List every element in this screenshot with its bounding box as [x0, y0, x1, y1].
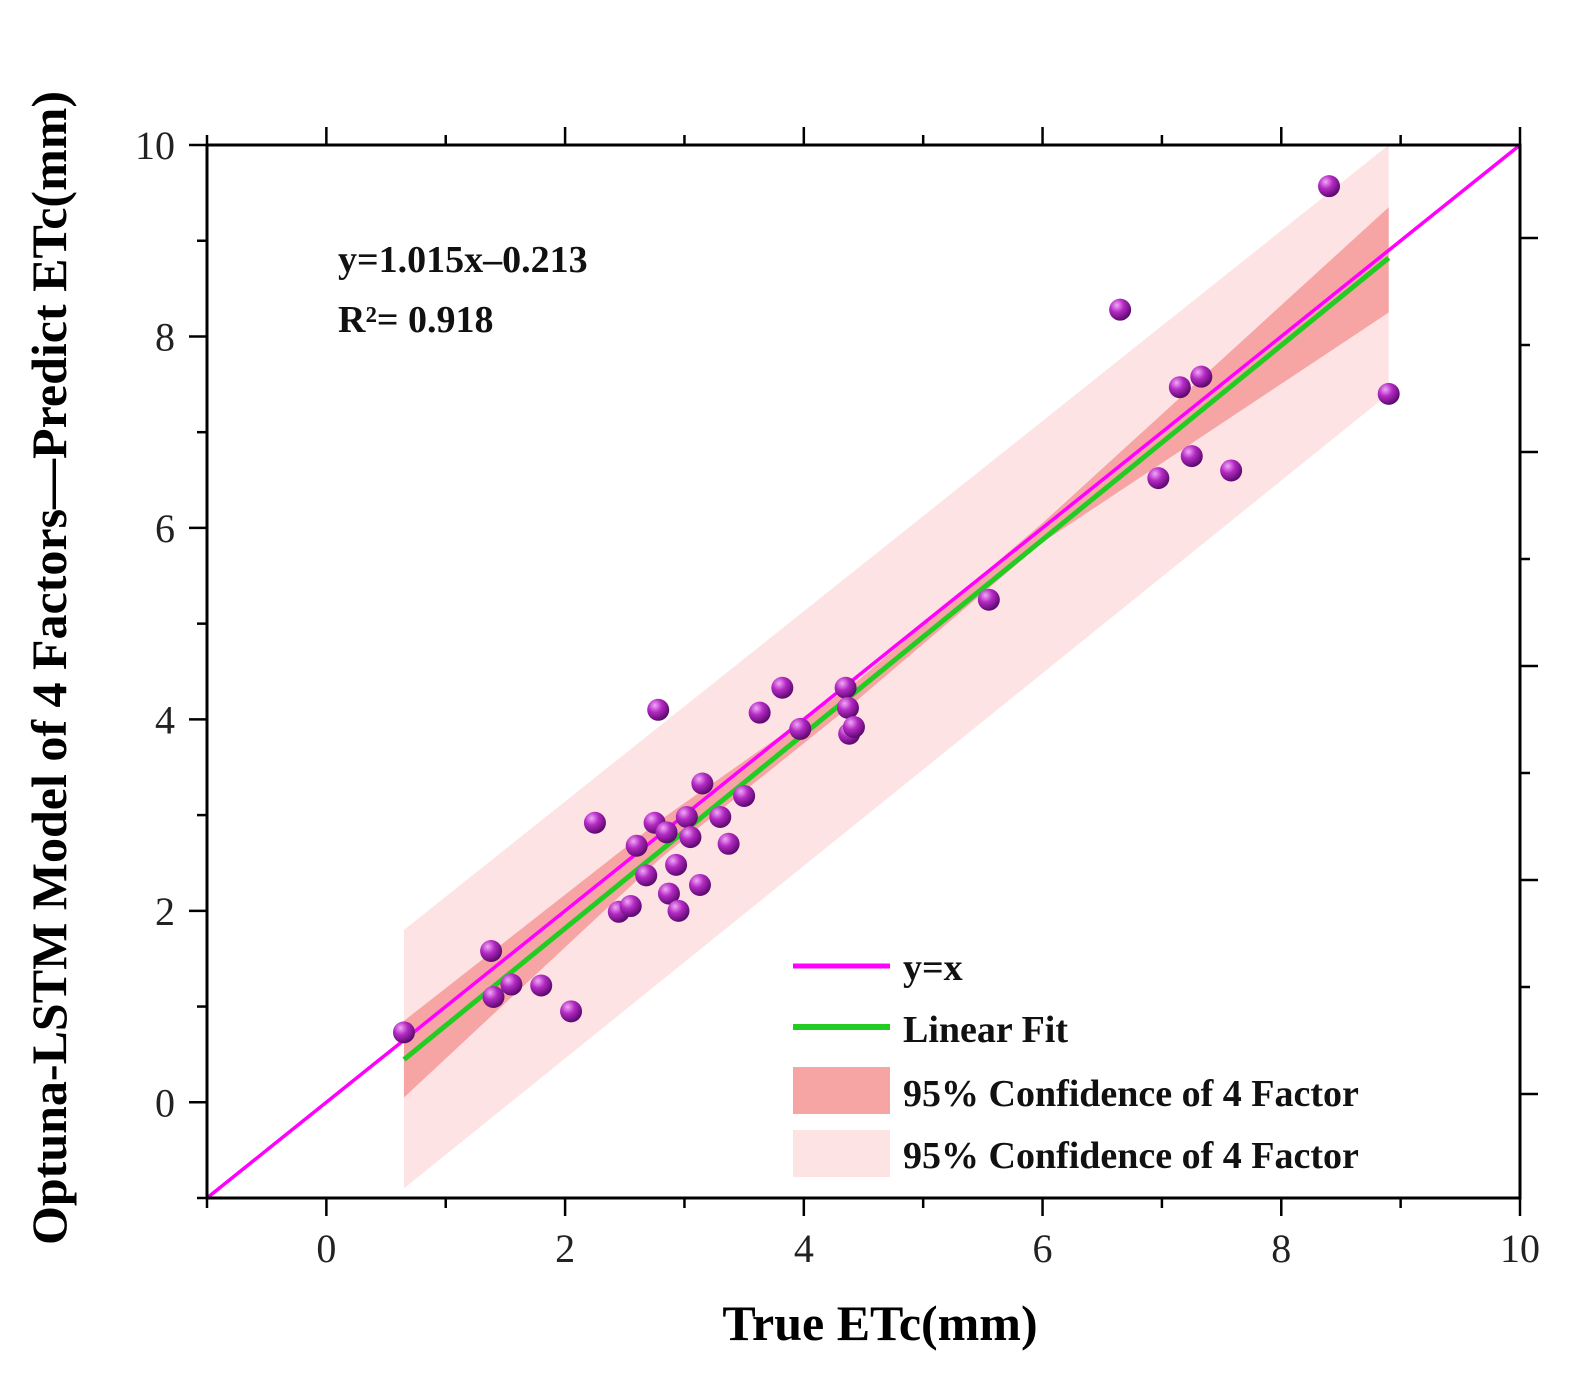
- legend-swatch-confidence: [793, 1067, 890, 1114]
- r-squared-value: R²= 0.918: [338, 299, 494, 341]
- ticks-layer: [189, 127, 1538, 1216]
- data-point: [625, 834, 648, 857]
- data-point: [647, 698, 670, 721]
- legend: y=x Linear Fit 95% Confidence of 4 Facto…: [793, 947, 1359, 1177]
- y-axis-title: Optuna-LSTM Model of 4 Factors—Predict E…: [21, 91, 77, 1245]
- data-point: [717, 832, 740, 855]
- x-tick-label: 10: [1500, 1226, 1540, 1271]
- data-point: [771, 676, 794, 699]
- y-tick-label: 0: [155, 1080, 175, 1125]
- data-point: [583, 811, 606, 834]
- legend-label-identity: y=x: [903, 947, 963, 989]
- data-point: [665, 853, 688, 876]
- x-tick-label: 8: [1271, 1226, 1291, 1271]
- identity-line: [207, 145, 1520, 1198]
- data-point: [1180, 445, 1203, 468]
- legend-label-confidence: 95% Confidence of 4 Factor: [903, 1073, 1359, 1115]
- data-point: [530, 974, 553, 997]
- y-tick-label: 2: [155, 889, 175, 934]
- data-point: [1147, 467, 1170, 490]
- data-point: [635, 864, 658, 887]
- data-point: [1220, 459, 1243, 482]
- legend-label-prediction: 95% Confidence of 4 Factor: [903, 1135, 1359, 1177]
- data-point: [1190, 365, 1213, 388]
- data-point: [1168, 376, 1191, 399]
- plot-frame: [205, 143, 1522, 1200]
- y-tick-label: 10: [135, 123, 175, 168]
- data-point: [679, 826, 702, 849]
- data-point: [842, 716, 865, 739]
- data-point: [655, 821, 678, 844]
- data-point: [500, 973, 523, 996]
- data-point: [748, 701, 771, 724]
- data-point: [482, 985, 505, 1008]
- data-point: [560, 1000, 583, 1023]
- data-point: [977, 588, 1000, 611]
- x-tick-label: 0: [316, 1226, 336, 1271]
- data-point: [834, 676, 857, 699]
- bands-layer: [207, 145, 1520, 1198]
- data-point: [789, 717, 812, 740]
- data-point: [392, 1021, 415, 1044]
- data-point: [691, 772, 714, 795]
- data-point: [709, 806, 732, 829]
- legend-label-linear-fit: Linear Fit: [903, 1009, 1068, 1051]
- data-point: [1318, 175, 1341, 198]
- y-tick-label: 4: [155, 697, 175, 742]
- data-point: [667, 899, 690, 922]
- linear-fit-line: [402, 255, 1391, 1062]
- data-point: [1377, 382, 1400, 405]
- data-point: [1109, 298, 1132, 321]
- regression-equation: y=1.015x–0.213: [338, 239, 588, 281]
- data-point: [836, 696, 859, 719]
- data-point: [619, 895, 642, 918]
- x-tick-label: 6: [1033, 1226, 1053, 1271]
- tick-labels-layer: 0 2 4 6 8 10 0 2 4 6 8 10: [135, 123, 1540, 1271]
- x-tick-label: 4: [794, 1226, 814, 1271]
- points-layer: [392, 175, 1400, 1044]
- legend-swatch-prediction: [793, 1130, 890, 1177]
- data-point: [480, 940, 503, 963]
- y-tick-label: 8: [155, 314, 175, 359]
- y-tick-label: 6: [155, 506, 175, 551]
- data-point: [733, 784, 756, 807]
- data-point: [688, 873, 711, 896]
- confidence-band: [403, 207, 1389, 1098]
- x-axis-title: True ETc(mm): [722, 1295, 1037, 1351]
- data-point: [657, 882, 680, 905]
- x-tick-label: 2: [555, 1226, 575, 1271]
- data-point: [675, 806, 698, 829]
